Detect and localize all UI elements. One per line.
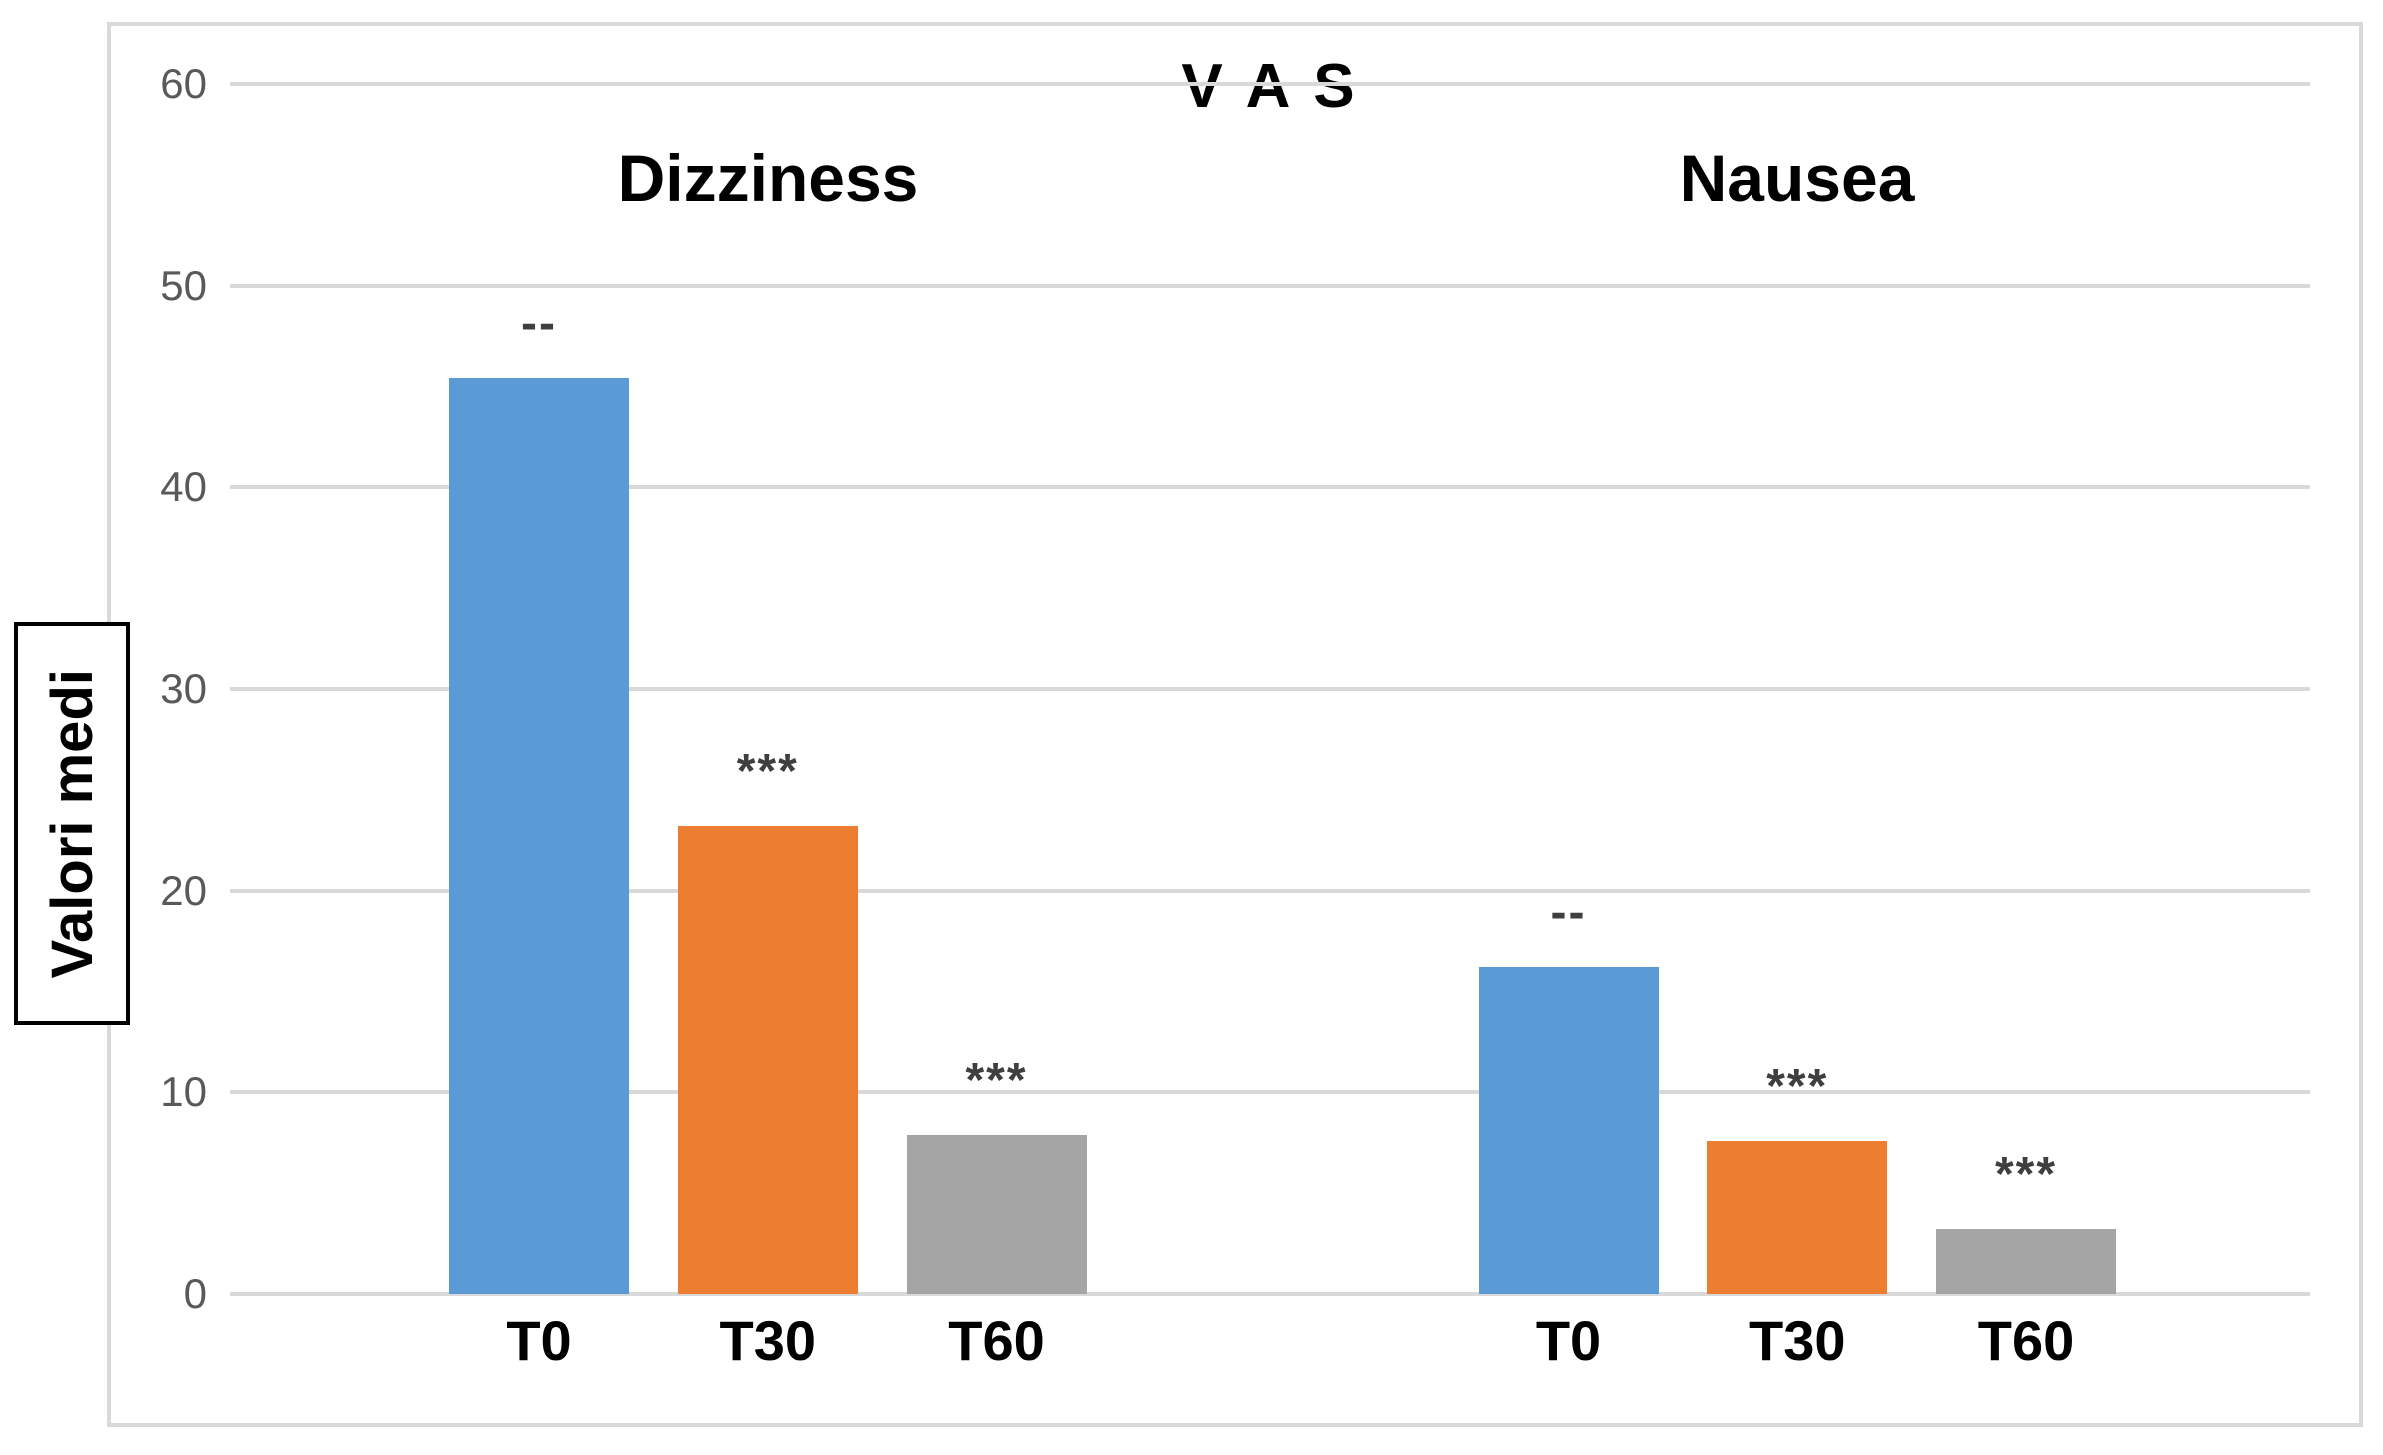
x-category-label-nausea-t60: T60 — [1977, 1309, 2075, 1372]
x-category-label-dizziness-t0: T0 — [506, 1309, 572, 1372]
x-category-label-nausea-t30: T30 — [1749, 1309, 1846, 1372]
chart-title: V A S — [1181, 52, 1359, 121]
annotation-dizziness-t0: -- — [521, 297, 557, 351]
y-axis-label-box: Valori medi — [14, 622, 130, 1025]
gridline-30 — [230, 687, 2310, 691]
group-label-dizziness: Dizziness — [617, 141, 919, 215]
annotation-dizziness-t30: *** — [736, 745, 799, 799]
y-tick-label-10: 10 — [160, 1068, 207, 1116]
gridline-20 — [230, 888, 2310, 893]
x-category-label-nausea-t0: T0 — [1535, 1309, 1602, 1372]
bar-dizziness-t30 — [677, 826, 858, 1294]
annotation-nausea-t0: -- — [1550, 886, 1587, 940]
y-tick-label-50: 50 — [160, 261, 207, 309]
bar-nausea-t60 — [1936, 1229, 2116, 1294]
gridline-10 — [230, 1090, 2310, 1095]
y-tick-label-0: 0 — [183, 1270, 207, 1317]
gridline-40 — [230, 485, 2310, 490]
y-axis-label: Valori medi — [39, 668, 105, 979]
bar-nausea-t0 — [1478, 967, 1659, 1294]
gridline-50 — [230, 283, 2310, 288]
annotation-dizziness-t60: *** — [965, 1053, 1028, 1107]
bar-dizziness-t60 — [906, 1134, 1087, 1294]
group-label-nausea: Nausea — [1679, 141, 1915, 215]
x-category-label-dizziness-t60: T60 — [948, 1309, 1045, 1372]
annotation-nausea-t30: *** — [1766, 1059, 1829, 1113]
gridline-0 — [230, 1292, 2310, 1296]
y-tick-label-30: 30 — [160, 665, 207, 712]
gridline-60 — [230, 82, 2310, 86]
annotation-nausea-t60: *** — [1994, 1148, 2058, 1202]
y-tick-label-20: 20 — [160, 866, 207, 914]
y-tick-label-60: 60 — [160, 60, 207, 107]
y-tick-label-40: 40 — [160, 463, 207, 511]
bar-nausea-t30 — [1707, 1140, 1888, 1294]
x-category-label-dizziness-t30: T30 — [719, 1309, 817, 1372]
bar-dizziness-t0 — [449, 378, 629, 1294]
chart-frame — [107, 22, 2363, 1427]
